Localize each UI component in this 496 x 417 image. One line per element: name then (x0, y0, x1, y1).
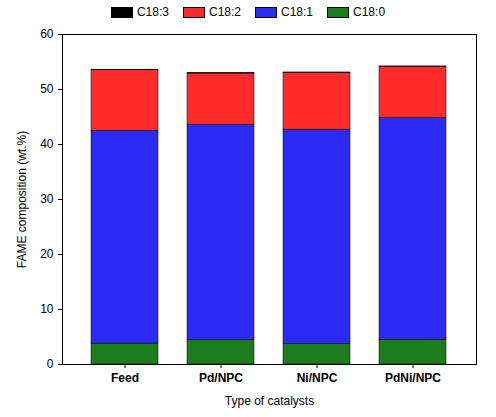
svg-text:PdNi/NPC: PdNi/NPC (385, 371, 441, 385)
html-text:C18:2: C18:2 (209, 5, 241, 19)
svg-text:Type of catalysts: Type of catalysts (225, 394, 314, 408)
svg-text:Ni/NPC: Ni/NPC (297, 371, 338, 385)
svg-text:60: 60 (40, 27, 54, 41)
svg-text:50: 50 (40, 82, 54, 96)
svg-text:40: 40 (40, 137, 54, 151)
html-text:C18:3: C18:3 (136, 5, 169, 19)
svg-text:Pd/NPC: Pd/NPC (199, 371, 243, 385)
svg-text:10: 10 (40, 302, 54, 316)
svg-text:FAME composition (wt.%): FAME composition (wt.%) (15, 131, 29, 268)
svg-text:20: 20 (40, 247, 54, 261)
html-text:C18:0: C18:0 (353, 5, 386, 19)
svg-text:30: 30 (40, 192, 54, 206)
svg-text:Feed: Feed (111, 371, 139, 385)
html-text:C18:1: C18:1 (281, 5, 313, 19)
svg-text:0: 0 (47, 357, 54, 371)
